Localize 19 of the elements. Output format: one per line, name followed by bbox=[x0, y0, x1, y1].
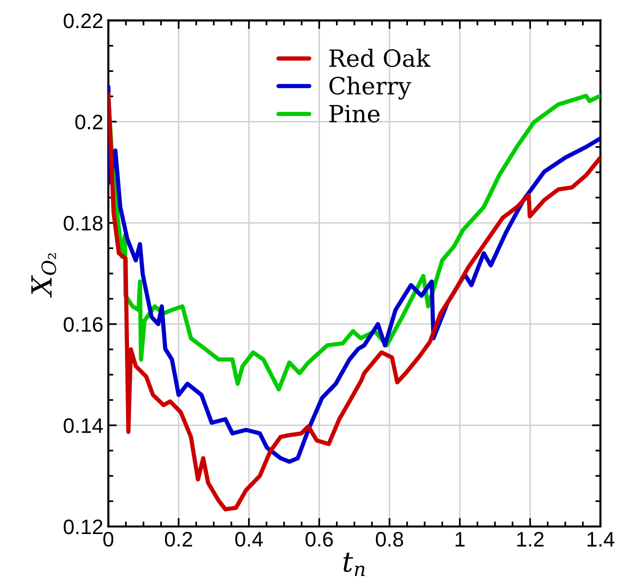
y-axis-title: X$_{O₂}$ bbox=[31, 253, 56, 298]
y-tick-label: 0.12 bbox=[64, 520, 102, 534]
x-tick-label: 0.4 bbox=[235, 532, 263, 547]
x-tick-label: 0.2 bbox=[164, 532, 192, 547]
legend-label: Cherry bbox=[329, 76, 412, 100]
x-axis-title: t$_{n}$ bbox=[344, 552, 365, 576]
x-tick-label: 1 bbox=[456, 532, 465, 546]
y-tick-label: 0.22 bbox=[64, 13, 102, 28]
y-tick-label: 0.18 bbox=[64, 216, 103, 231]
y-tick-label: 0.14 bbox=[64, 418, 103, 434]
x-tick-label: 0.6 bbox=[306, 532, 333, 547]
legend-label: Red Oak bbox=[329, 48, 430, 68]
legend-label: Pine bbox=[329, 104, 380, 123]
x-tick-label: 1.2 bbox=[517, 532, 544, 546]
y-tick-label: 0.2 bbox=[75, 114, 102, 130]
x-tick-label: 0 bbox=[103, 532, 114, 547]
x-tick-label: 1.4 bbox=[588, 532, 614, 546]
x-tick-label: 0.8 bbox=[376, 532, 404, 547]
y-tick-label: 0.16 bbox=[64, 317, 103, 332]
